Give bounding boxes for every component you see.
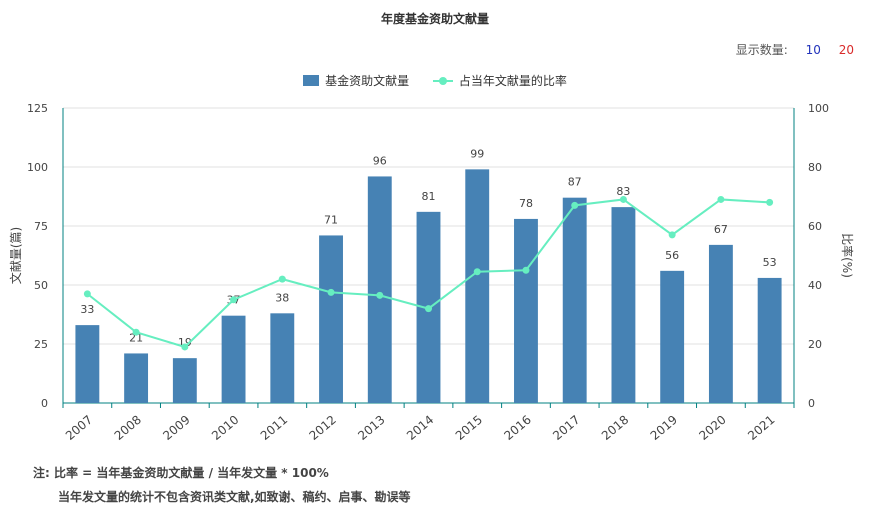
bar — [124, 353, 149, 403]
bar — [465, 169, 490, 403]
y-right-tick-label: 60 — [808, 220, 822, 233]
bar — [319, 235, 343, 403]
y-left-tick-label: 125 — [27, 102, 48, 115]
x-tick-label: 2011 — [258, 413, 290, 443]
x-tick-label: 2009 — [160, 413, 192, 443]
y-right-axis-title: 比率(%) — [840, 233, 855, 278]
ratio-point — [619, 195, 627, 203]
x-tick-label: 2016 — [501, 413, 533, 443]
bar-value-label: 71 — [324, 213, 338, 226]
display-count-option-20[interactable]: 20 — [838, 43, 854, 57]
y-left-tick-label: 25 — [34, 338, 48, 351]
y-left-tick-label: 100 — [27, 161, 48, 174]
bar-value-label: 33 — [80, 303, 94, 316]
x-tick-label: 2010 — [209, 413, 241, 443]
ratio-point — [425, 305, 432, 313]
footnote-formula: 注: 比率 = 当年基金资助文献量 / 当年发文量 * 100% — [33, 466, 329, 480]
bar — [757, 277, 782, 403]
bar-value-label: 87 — [568, 176, 582, 189]
ratio-point — [83, 290, 91, 298]
legend-label-line: 占当年文献量的比率 — [458, 74, 567, 88]
footnote-exclusion: 当年发文量的统计不包含资讯类文献,如致谢、稿约、启事、勘误等 — [58, 490, 411, 504]
bar-value-label: 99 — [470, 147, 484, 160]
ratio-point — [376, 291, 384, 299]
bar-value-label: 83 — [616, 185, 630, 198]
y-left-tick-label: 0 — [41, 397, 48, 410]
x-tick-label: 2013 — [355, 413, 387, 443]
bar-value-label: 67 — [714, 223, 728, 236]
bar — [660, 270, 685, 403]
x-tick-label: 2018 — [599, 413, 631, 443]
display-count-option-10[interactable]: 10 — [805, 43, 821, 57]
y-right-tick-label: 20 — [808, 338, 822, 351]
bar-swatch-icon — [303, 75, 320, 86]
ratio-point — [132, 328, 140, 336]
bar — [172, 358, 197, 403]
ratio-point — [766, 198, 774, 206]
bar-value-label: 96 — [373, 154, 387, 167]
x-tick-label: 2012 — [307, 413, 339, 443]
y-right-tick-label: 80 — [808, 161, 822, 174]
bar-value-label: 56 — [665, 249, 679, 262]
x-tick-label: 2015 — [453, 413, 485, 443]
x-tick-label: 2019 — [648, 413, 680, 443]
bar-value-label: 78 — [519, 197, 533, 210]
y-left-tick-label: 75 — [34, 220, 48, 233]
bar-value-label: 81 — [422, 190, 436, 203]
ratio-point — [522, 266, 530, 274]
bar — [75, 325, 100, 403]
bar — [270, 313, 295, 403]
bar-value-label: 21 — [129, 331, 143, 344]
bar — [514, 218, 538, 403]
display-count-control: 显示数量: 10 20 — [736, 41, 854, 58]
bar — [221, 315, 246, 403]
legend-item-bar[interactable]: 基金资助文献量 — [303, 72, 409, 89]
chart-legend: 基金资助文献量 占当年文献量的比率 — [0, 72, 870, 89]
ratio-point — [278, 275, 286, 283]
x-tick-label: 2020 — [696, 413, 728, 443]
legend-item-line[interactable]: 占当年文献量的比率 — [432, 72, 567, 89]
line-swatch-icon — [432, 75, 453, 86]
y-left-tick-label: 50 — [34, 279, 48, 292]
ratio-point — [717, 195, 725, 203]
ratio-point — [230, 296, 238, 304]
bar-value-label: 53 — [763, 256, 777, 269]
y-right-tick-label: 100 — [808, 102, 829, 115]
bar — [562, 197, 587, 403]
display-count-label: 显示数量: — [735, 43, 788, 57]
x-tick-label: 2021 — [745, 413, 777, 443]
x-tick-label: 2017 — [550, 413, 582, 443]
chart-title: 年度基金资助文献量 — [380, 12, 489, 26]
y-right-tick-label: 40 — [808, 279, 822, 292]
x-tick-label: 2014 — [404, 413, 436, 443]
bar — [611, 207, 636, 403]
legend-label-bar: 基金资助文献量 — [325, 74, 410, 88]
ratio-point — [181, 343, 189, 351]
x-tick-label: 2008 — [112, 413, 144, 443]
x-tick-label: 2007 — [63, 413, 95, 443]
ratio-point — [571, 201, 579, 209]
ratio-point — [327, 288, 335, 296]
bar — [708, 244, 733, 403]
y-left-axis-title: 文献量(篇) — [8, 227, 23, 284]
ratio-point — [473, 268, 481, 276]
ratio-point — [668, 231, 676, 239]
y-right-tick-label: 0 — [808, 397, 815, 410]
bar — [367, 176, 392, 403]
bar-value-label: 38 — [275, 291, 289, 304]
